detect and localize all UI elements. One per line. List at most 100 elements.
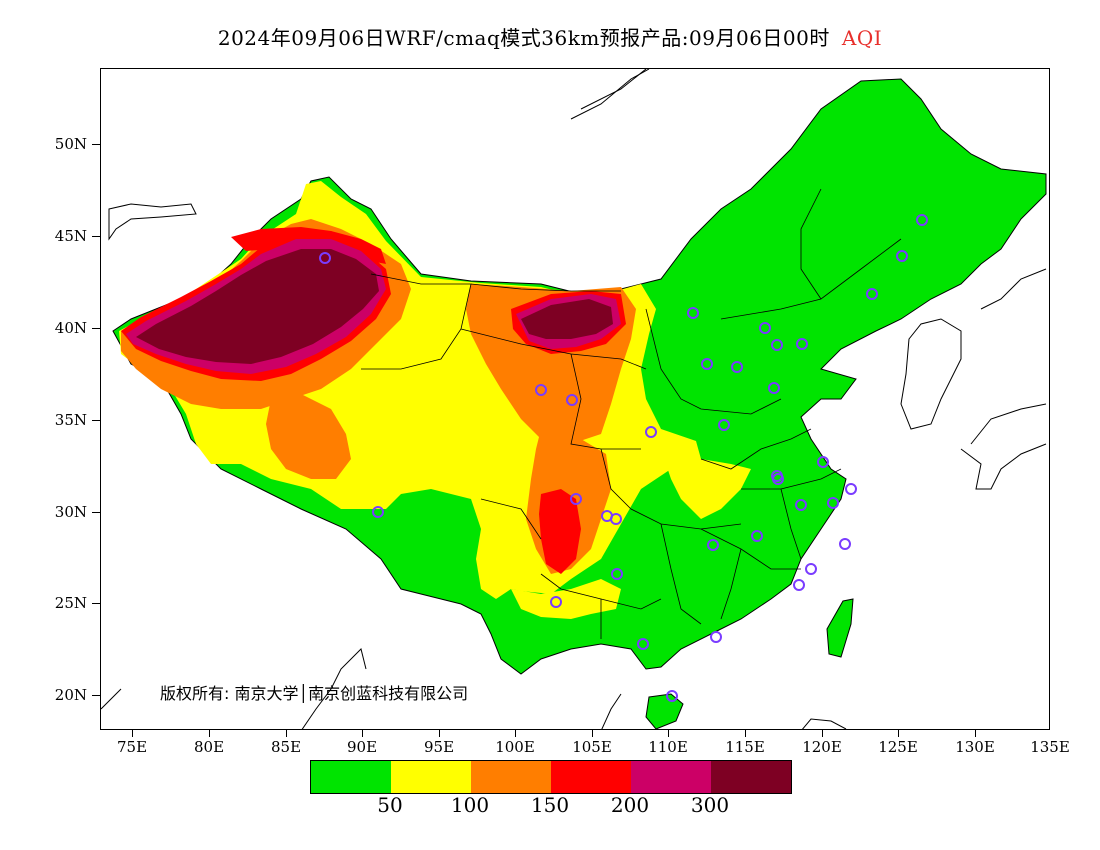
hainan-island [645, 693, 684, 729]
station-marker [645, 426, 657, 438]
station-marker [896, 250, 908, 262]
legend-label: 200 [610, 793, 650, 817]
zone-darkred-alashan [521, 299, 613, 339]
legend-label: 100 [450, 793, 490, 817]
station-marker [916, 214, 928, 226]
station-marker [637, 638, 649, 650]
legend-swatch [551, 761, 631, 793]
station-marker [817, 456, 829, 468]
aqi-map-svg [101, 69, 1047, 729]
x-tick [975, 730, 976, 737]
x-tick [745, 730, 746, 737]
y-tick [92, 236, 100, 237]
station-marker [666, 690, 678, 702]
station-marker [535, 384, 547, 396]
x-label-80e: 80E [193, 738, 225, 756]
copyright-text: 版权所有: 南京大学│南京创蓝科技有限公司 [160, 684, 469, 703]
x-label-75e: 75E [116, 738, 148, 756]
station-marker [866, 288, 878, 300]
station-marker [710, 631, 722, 643]
legend-label: 300 [690, 793, 730, 817]
zone-orange-south [266, 394, 351, 479]
station-marker [772, 473, 784, 485]
y-tick [92, 420, 100, 421]
legend-swatch [391, 761, 471, 793]
station-marker [768, 382, 780, 394]
x-label-135e: 135E [1030, 738, 1070, 756]
x-tick [286, 730, 287, 737]
y-label-50n: 50N [54, 135, 87, 153]
x-tick [362, 730, 363, 737]
station-marker [731, 361, 743, 373]
x-label-100e: 100E [495, 738, 535, 756]
y-tick [92, 603, 100, 604]
station-marker [793, 579, 805, 591]
x-label-115e: 115E [725, 738, 765, 756]
legend-swatch [711, 761, 791, 793]
zone-yellow-east [661, 449, 751, 519]
station-marker [611, 568, 623, 580]
x-tick [439, 730, 440, 737]
title-variable: AQI [841, 26, 883, 50]
zone-yellow-south [511, 579, 621, 619]
y-label-25n: 25N [54, 594, 87, 612]
legend-swatch [471, 761, 551, 793]
station-marker [372, 506, 384, 518]
station-marker [687, 307, 699, 319]
title-text: 2024年09月06日WRF/cmaq模式36km预报产品:09月06日00时 [217, 26, 830, 50]
y-label-35n: 35N [54, 411, 87, 429]
x-tick [209, 730, 210, 737]
x-tick [668, 730, 669, 737]
x-label-125e: 125E [878, 738, 918, 756]
x-tick [515, 730, 516, 737]
province-boundaries [361, 188, 902, 639]
station-marker [751, 530, 763, 542]
station-marker [701, 358, 713, 370]
x-label-105e: 105E [572, 738, 612, 756]
station-marker [845, 483, 857, 495]
color-legend [310, 760, 792, 794]
station-marker [718, 419, 730, 431]
legend-label: 50 [377, 793, 403, 817]
station-marker [839, 538, 851, 550]
station-marker [827, 497, 839, 509]
map-title: 2024年09月06日WRF/cmaq模式36km预报产品:09月06日00时 A… [0, 22, 1100, 51]
y-label-40n: 40N [54, 319, 87, 337]
y-label-20n: 20N [54, 686, 87, 704]
x-label-85e: 85E [270, 738, 302, 756]
station-marker [795, 499, 807, 511]
legend-label: 150 [530, 793, 570, 817]
y-tick [92, 144, 100, 145]
y-tick [92, 328, 100, 329]
x-label-110e: 110E [648, 738, 688, 756]
x-tick [592, 730, 593, 737]
station-marker [796, 338, 808, 350]
foreign-coastlines [101, 69, 1047, 729]
taiwan-island [826, 598, 854, 658]
x-tick [132, 730, 133, 737]
station-marker [566, 394, 578, 406]
station-marker [570, 493, 582, 505]
station-marker [550, 596, 562, 608]
x-label-130e: 130E [955, 738, 995, 756]
station-marker [771, 339, 783, 351]
x-tick [898, 730, 899, 737]
zone-darkred-tarim [136, 249, 379, 364]
legend-swatch [631, 761, 711, 793]
station-marker [610, 513, 622, 525]
station-marker [805, 563, 817, 575]
y-label-45n: 45N [54, 227, 87, 245]
station-marker [707, 539, 719, 551]
map-panel [100, 68, 1050, 730]
legend-swatch [311, 761, 391, 793]
x-label-95e: 95E [423, 738, 455, 756]
x-tick [822, 730, 823, 737]
y-tick [92, 512, 100, 513]
station-markers [319, 214, 928, 702]
x-label-120e: 120E [802, 738, 842, 756]
x-label-90e: 90E [346, 738, 378, 756]
station-marker [759, 322, 771, 334]
y-label-30n: 30N [54, 503, 87, 521]
station-marker [319, 252, 331, 264]
zone-red-central [539, 489, 581, 574]
